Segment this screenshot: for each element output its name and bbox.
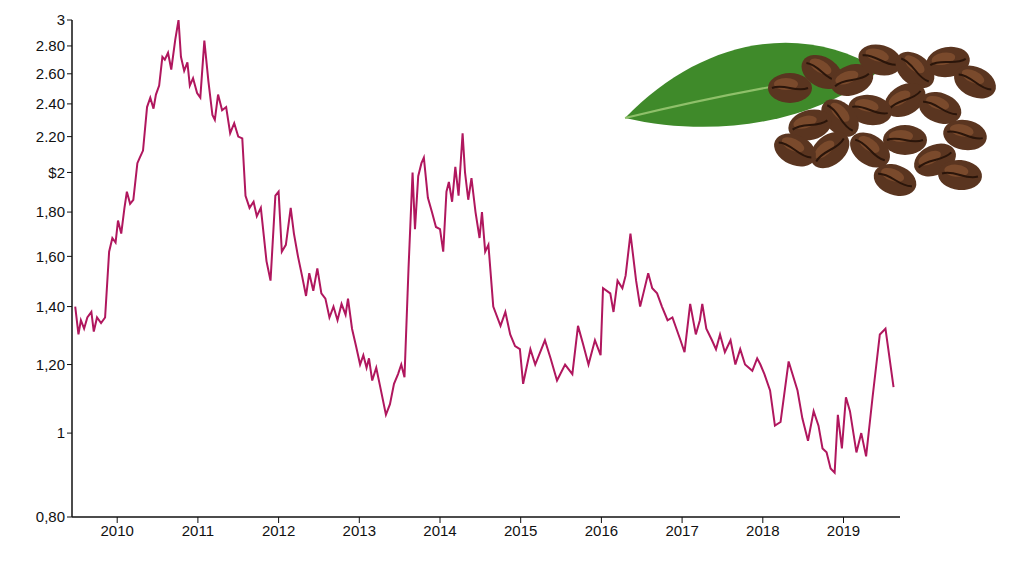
svg-text:1,60: 1,60 [36,248,65,265]
svg-text:2015: 2015 [504,522,537,539]
svg-text:2018: 2018 [746,522,779,539]
svg-text:2014: 2014 [423,522,456,539]
svg-text:2.40: 2.40 [36,95,65,112]
svg-text:3: 3 [57,11,65,28]
svg-text:2.20: 2.20 [36,128,65,145]
svg-text:2013: 2013 [343,522,376,539]
svg-text:1: 1 [57,424,65,441]
svg-text:2011: 2011 [182,522,214,539]
svg-text:2.80: 2.80 [36,37,65,54]
svg-text:0,80: 0,80 [36,508,65,525]
svg-text:2010: 2010 [101,522,134,539]
svg-text:1,80: 1,80 [36,203,65,220]
svg-text:2016: 2016 [585,522,618,539]
svg-text:2012: 2012 [262,522,295,539]
svg-text:2017: 2017 [665,522,698,539]
svg-text:1,20: 1,20 [36,356,65,373]
svg-text:2019: 2019 [827,522,860,539]
svg-text:1,40: 1,40 [36,298,65,315]
svg-text:2.60: 2.60 [36,65,65,82]
svg-text:$2: $2 [48,164,65,181]
